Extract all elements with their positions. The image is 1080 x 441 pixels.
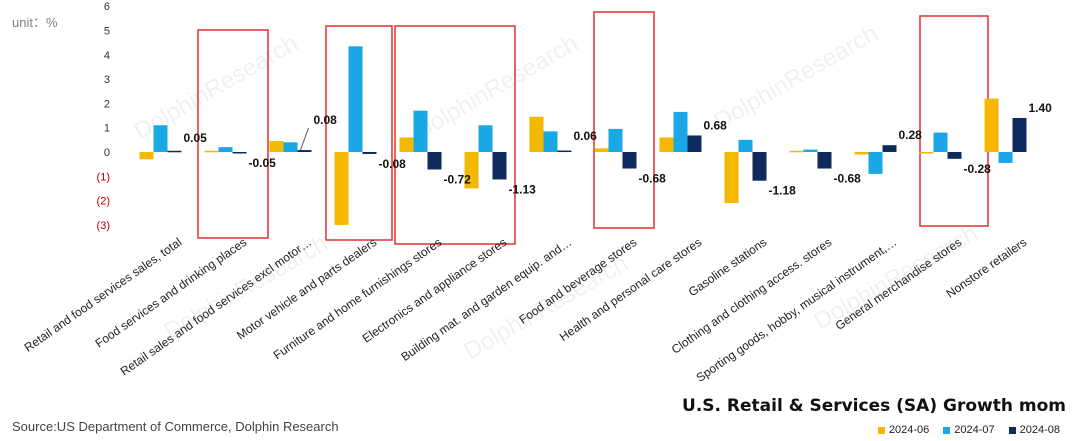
bar-2024-07 bbox=[153, 125, 168, 152]
bar-2024-08 bbox=[362, 152, 377, 154]
legend-label: 2024-06 bbox=[888, 424, 930, 436]
bar-2024-08 bbox=[167, 150, 182, 153]
bar-2024-06 bbox=[854, 152, 869, 155]
highlight-boxes bbox=[197, 11, 989, 245]
y-tick-label: 1 bbox=[104, 123, 110, 135]
data-label: 0.68 bbox=[704, 118, 728, 132]
bar-2024-06 bbox=[464, 152, 479, 189]
bar-2024-08 bbox=[817, 152, 832, 169]
bar-2024-07 bbox=[413, 110, 428, 152]
bar-2024-07 bbox=[738, 139, 753, 152]
bar-2024-07 bbox=[868, 152, 883, 174]
data-label: -0.05 bbox=[249, 156, 277, 170]
data-label: 0.08 bbox=[314, 113, 338, 127]
data-label: -0.68 bbox=[834, 172, 862, 186]
data-label: -0.08 bbox=[379, 157, 407, 171]
bar-2024-08 bbox=[687, 135, 702, 152]
bar-2024-07 bbox=[543, 131, 558, 152]
highlight-box bbox=[593, 11, 655, 229]
y-axis: 6 5 4 3 2 1 0 (1) (2) (3) bbox=[97, 1, 110, 232]
bar-2024-06 bbox=[399, 137, 414, 152]
highlight-box bbox=[325, 25, 393, 241]
legend-item: 2024-06 bbox=[877, 424, 930, 436]
bar-2024-06 bbox=[724, 152, 739, 204]
bar-2024-08 bbox=[752, 152, 767, 181]
bar-2024-06 bbox=[659, 137, 674, 152]
y-tick-label: 0 bbox=[104, 147, 110, 159]
data-label: 1.40 bbox=[1029, 101, 1053, 115]
bar-2024-07 bbox=[478, 125, 493, 152]
bar-2024-08 bbox=[1012, 117, 1027, 152]
bar-2024-06 bbox=[269, 141, 284, 152]
data-label: -1.13 bbox=[509, 182, 537, 196]
bar-2024-07 bbox=[933, 132, 948, 152]
data-label: 0.28 bbox=[899, 128, 923, 142]
bar-2024-07 bbox=[218, 147, 233, 152]
unit-label: unit：% bbox=[12, 15, 58, 30]
data-label: 0.05 bbox=[184, 131, 208, 145]
highlight-box bbox=[394, 25, 516, 245]
data-label: -1.18 bbox=[769, 184, 797, 198]
chart-title: U.S. Retail & Services (SA) Growth mom bbox=[682, 396, 1066, 416]
bar-2024-06 bbox=[204, 150, 219, 153]
legend-label: 2024-07 bbox=[954, 424, 995, 436]
y-tick-label: (2) bbox=[97, 196, 110, 208]
y-tick-label: 6 bbox=[104, 1, 110, 13]
watermark-text: DolphinResearch bbox=[410, 30, 583, 145]
y-tick-label: 2 bbox=[104, 98, 110, 110]
data-label: -0.28 bbox=[964, 162, 992, 176]
bar-2024-06 bbox=[529, 116, 544, 152]
y-tick-label: (3) bbox=[97, 220, 110, 232]
bar-2024-06 bbox=[139, 152, 154, 160]
source-note: Source:US Department of Commerce, Dolphi… bbox=[12, 419, 339, 434]
bar-2024-08 bbox=[427, 152, 442, 170]
bars bbox=[139, 46, 1027, 225]
bar-2024-08 bbox=[297, 150, 312, 152]
legend-swatch bbox=[1008, 426, 1016, 434]
bar-2024-07 bbox=[673, 111, 688, 152]
x-tick-label: Food and beverage stores bbox=[516, 235, 639, 327]
bar-2024-08 bbox=[492, 152, 507, 180]
x-axis-labels: Retail and food services sales, totalFoo… bbox=[22, 235, 1030, 385]
bar-2024-07 bbox=[283, 142, 298, 152]
legend-swatch bbox=[943, 426, 951, 434]
bar-2024-08 bbox=[557, 150, 572, 153]
data-labels: 0.05 -0.05 0.08 -0.08 -0.72 -1.13 0.06 -0.68 0.6… bbox=[184, 101, 1053, 198]
legend-label: 2024-08 bbox=[1019, 424, 1060, 436]
y-tick-label: 3 bbox=[104, 74, 110, 86]
bar-2024-07 bbox=[998, 152, 1013, 163]
legend-swatch bbox=[877, 426, 885, 434]
bar-2024-07 bbox=[608, 128, 623, 152]
bar-2024-08 bbox=[947, 152, 962, 159]
bar-2024-07 bbox=[803, 149, 818, 152]
bar-2024-06 bbox=[594, 148, 609, 152]
legend: 2024-06 2024-07 2024-08 bbox=[877, 424, 1060, 436]
x-tick-label: General merchandise stores bbox=[833, 235, 965, 333]
y-tick-label: (1) bbox=[97, 171, 110, 183]
data-label: -0.68 bbox=[639, 172, 667, 186]
label-leader-line bbox=[300, 127, 309, 151]
highlight-box bbox=[919, 15, 989, 227]
bar-2024-08 bbox=[622, 152, 637, 169]
legend-item: 2024-07 bbox=[943, 424, 995, 436]
watermark-text: DolphinResearch bbox=[710, 20, 883, 135]
highlight-box bbox=[197, 29, 269, 239]
bar-2024-08 bbox=[882, 145, 897, 152]
bar-2024-06 bbox=[919, 152, 934, 154]
y-tick-label: 4 bbox=[104, 50, 110, 62]
bar-2024-08 bbox=[232, 152, 247, 154]
data-label: 0.06 bbox=[574, 129, 598, 143]
bar-2024-06 bbox=[334, 152, 349, 225]
bar-2024-06 bbox=[984, 98, 999, 152]
bar-2024-06 bbox=[789, 150, 804, 153]
data-label: -0.72 bbox=[444, 172, 472, 186]
bar-2024-07 bbox=[348, 46, 363, 152]
legend-item: 2024-08 bbox=[1008, 424, 1060, 436]
y-tick-label: 5 bbox=[104, 26, 110, 38]
